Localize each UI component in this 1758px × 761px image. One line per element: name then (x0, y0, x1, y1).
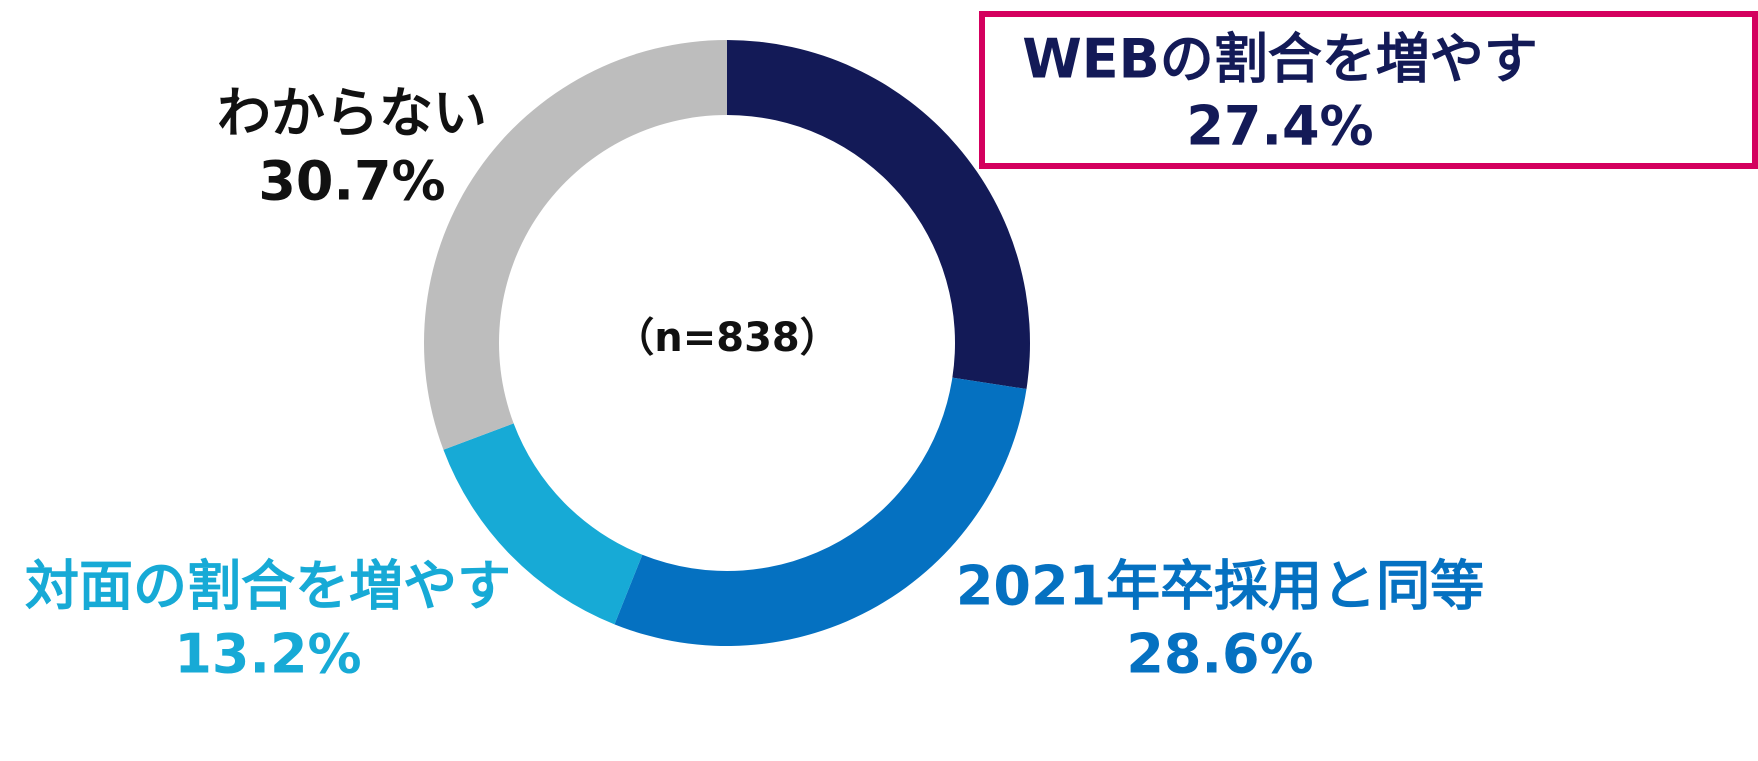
donut-slice (727, 40, 1030, 390)
donut-slice (614, 377, 1027, 646)
category-label: 2021年卒採用と同等 (956, 555, 1484, 618)
value-label: 30.7% (258, 150, 445, 213)
category-label: わからない (217, 82, 487, 145)
donut-slice (443, 423, 643, 625)
category-label: 対面の割合を増やす (25, 555, 511, 618)
value-label: 27.4% (1186, 95, 1373, 158)
value-label: 28.6% (1126, 623, 1313, 686)
center-label: （n=838） (614, 315, 840, 361)
category-label: WEBの割合を増やす (1022, 28, 1538, 91)
highlight-box (979, 11, 1758, 169)
value-label: 13.2% (174, 623, 361, 686)
donut-slice (424, 40, 727, 450)
